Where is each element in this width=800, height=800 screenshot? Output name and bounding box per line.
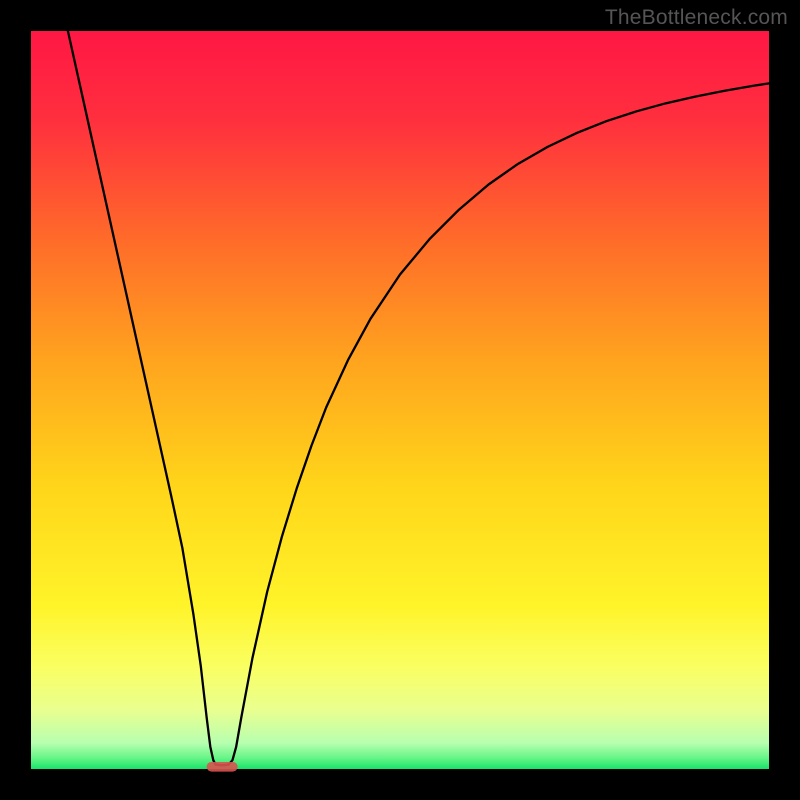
plot-background <box>31 31 769 769</box>
minimum-marker <box>207 762 238 772</box>
bottleneck-chart <box>0 0 800 800</box>
watermark-text: TheBottleneck.com <box>605 6 788 30</box>
chart-container: TheBottleneck.com <box>0 0 800 800</box>
